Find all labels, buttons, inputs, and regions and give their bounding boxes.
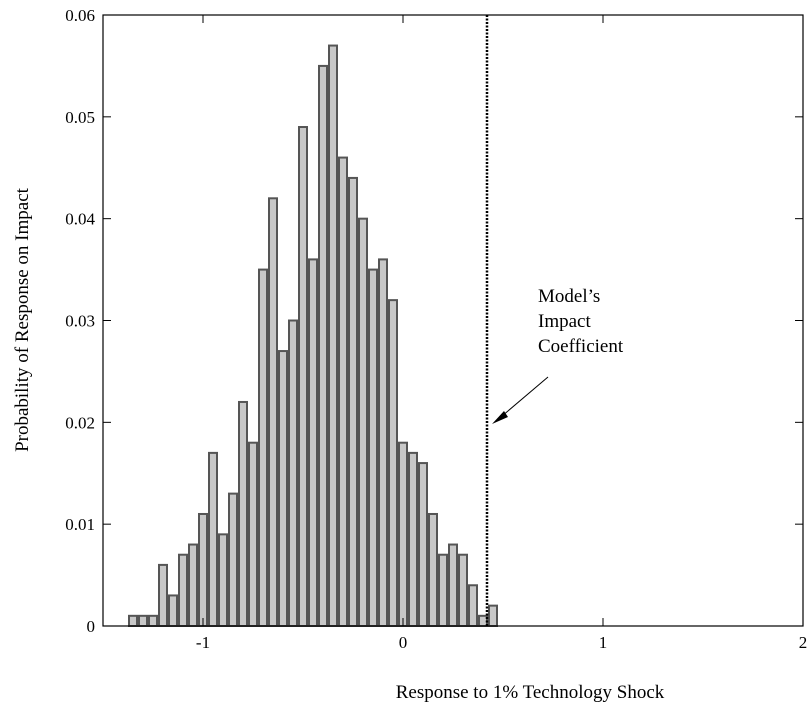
bar (178, 553, 188, 628)
bar (338, 156, 348, 627)
bar (318, 64, 328, 627)
y-axis-label: Probability of Response on Impact (12, 187, 33, 452)
bar (328, 44, 338, 628)
annotation: Coefficient (538, 336, 624, 357)
bar (278, 350, 288, 627)
bar (388, 299, 398, 627)
bar (308, 258, 318, 627)
bar (348, 176, 358, 628)
bar (128, 614, 138, 627)
bar (268, 197, 278, 628)
bar (378, 258, 388, 627)
annotation: Model’s (538, 286, 600, 307)
x-tick-label: 0 (399, 633, 408, 652)
x-tick-label: 1 (599, 633, 608, 652)
bar (418, 462, 428, 628)
x-tick-label: 2 (799, 633, 808, 652)
bar (188, 543, 198, 627)
y-tick-label: 0.02 (65, 413, 95, 432)
bar (198, 512, 208, 628)
bar (438, 553, 448, 628)
bar (368, 268, 378, 627)
y-tick-label: 0.01 (65, 515, 95, 534)
x-tick-label: -1 (196, 633, 210, 652)
bar (258, 268, 268, 627)
annotation: Impact (538, 311, 591, 332)
bar (358, 217, 368, 628)
bar (298, 126, 308, 628)
bar (138, 614, 148, 627)
bar (238, 400, 248, 628)
bar (458, 553, 468, 628)
bar (488, 604, 498, 628)
bar (158, 563, 168, 628)
bar (148, 614, 158, 627)
bar (218, 533, 228, 627)
bar (288, 319, 298, 627)
bar (208, 451, 218, 627)
y-tick-label: 0.03 (65, 312, 95, 331)
bar (428, 512, 438, 628)
bar (468, 584, 478, 627)
bar (448, 543, 458, 627)
y-tick-label: 0.06 (65, 6, 95, 25)
bar (398, 441, 408, 628)
y-tick-label: 0 (87, 617, 96, 636)
annotation-arrowhead (492, 411, 508, 424)
bar (228, 492, 238, 627)
y-tick-label: 0.04 (65, 210, 95, 229)
y-tick-label: 0.05 (65, 108, 95, 127)
x-axis-label: Response to 1% Technology Shock (396, 682, 665, 703)
bar (408, 451, 418, 627)
bar (168, 594, 178, 628)
bar (248, 441, 258, 628)
